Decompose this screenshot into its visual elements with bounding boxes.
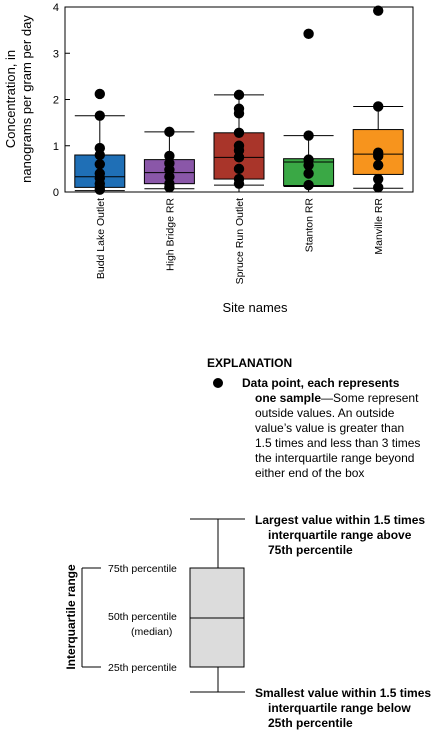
legend-point-desc-5: the interquartile range beyond [255,451,414,465]
data-point [233,108,245,119]
legend-largest-3: 75th percentile [268,543,353,557]
category-label: Spruce Run Outlet [234,198,246,284]
data-point [94,149,106,161]
y-tick-label: 2 [53,95,59,107]
legend-data-point [213,378,223,388]
boxplot-chart: 0 1 2 3 4 Concentration, in nanograms per gr… [3,2,414,315]
data-point [373,5,384,16]
data-point [303,28,314,40]
x-axis-title: Site names [222,300,288,315]
category-labels: Budd Lake Outlet High Bridge RR Spruce Run… [95,187,385,284]
data-point [373,150,384,162]
legend-point-desc-1: —Some represent [321,391,419,405]
legend-point-title-2: one sample [255,391,321,405]
box-1 [143,126,195,193]
category-label: High Bridge RR [164,198,176,271]
data-point [94,88,106,100]
legend-point-line-2: one sample—Some represent [255,391,419,405]
data-point [164,126,175,138]
legend-point-desc-3: value’s value is greater than [255,421,404,435]
legend-point-desc-2: outside values. An outside [255,406,395,420]
data-point [303,130,314,141]
data-point [94,110,106,121]
legend-point-desc-6: either end of the box [255,466,364,480]
data-point [303,179,314,191]
legend-point-title-1: Data point, each represents [242,376,400,390]
legend-smallest-3: 25th percentile [268,716,353,730]
box-3 [283,28,335,191]
y-tick-label: 4 [53,2,59,14]
legend-p50: 50th percentile [108,611,177,623]
y-tick-label: 3 [53,48,59,60]
box-0 [74,88,126,195]
y-tick-label: 0 [53,187,59,199]
data-point [373,159,384,171]
legend-largest-1: Largest value within 1.5 times [255,513,425,527]
explanation: EXPLANATION Data point, each represents … [64,356,431,730]
legend-median: (median) [131,626,172,638]
data-point [303,159,314,171]
iqr-label: Interquartile range [64,564,78,670]
legend-smallest-1: Smallest value within 1.5 times [255,686,431,700]
boxes-layer [74,5,404,195]
category-label: Stanton RR [304,198,316,253]
y-tick-label: 1 [53,141,59,153]
legend-smallest-2: interquartile range below [268,701,411,715]
category-label: Budd Lake Outlet [95,198,107,279]
explanation-heading: EXPLANATION [207,356,292,370]
data-point [164,150,175,162]
data-point [94,159,106,170]
box-4 [352,5,404,193]
y-axis: 0 1 2 3 4 [53,2,70,199]
data-point [303,168,314,179]
data-point [233,152,245,163]
legend-p75: 75th percentile [108,563,177,575]
data-point [233,178,245,189]
data-point [373,173,384,185]
data-point [233,127,245,138]
data-point [373,101,384,112]
data-point [233,89,245,101]
category-label: Manville RR [373,198,385,255]
box-2 [213,89,265,189]
legend-p25: 25th percentile [108,662,177,674]
y-axis-title-line1: Concentration, in [3,50,18,148]
data-point [233,163,245,175]
legend-point-desc-4: 1.5 times and less than 3 times [255,436,420,450]
y-axis-title-line2: nanograms per gram per day [19,15,34,183]
legend-largest-2: interquartile range above [268,528,412,542]
